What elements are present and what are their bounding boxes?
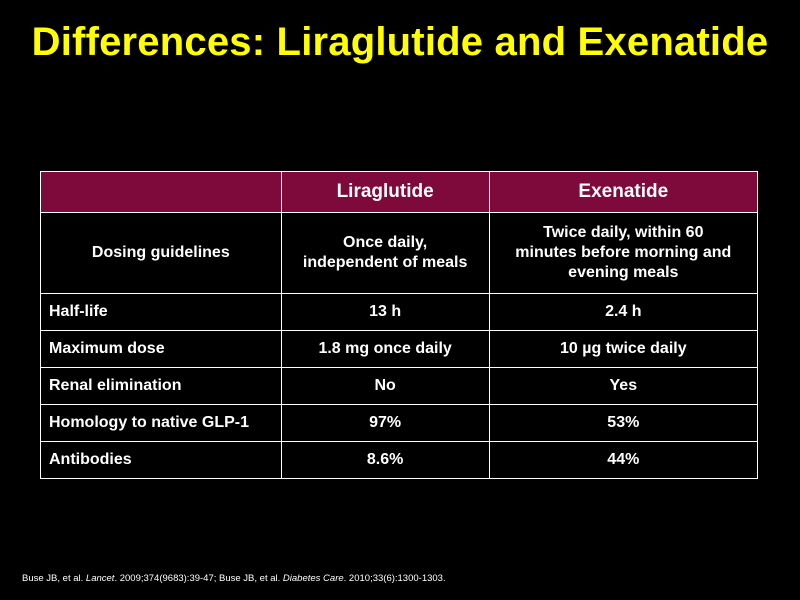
header-empty-cell: [40, 171, 282, 213]
cell-liraglutide-homology: 97%: [280, 404, 490, 442]
table-row-antibodies: Antibodies 8.6% 44%: [40, 441, 759, 479]
citation-journal-diabetes-care: Diabetes Care: [282, 573, 344, 584]
row-label-renal-elimination: Renal elimination: [40, 367, 282, 405]
cell-exenatide-dosing-line1: Twice daily, within 60: [543, 224, 704, 241]
cell-liraglutide-antibodies: 8.6%: [280, 441, 490, 479]
cell-exenatide-maximum-dose: 10 µg twice daily: [488, 330, 759, 368]
cell-exenatide-dosing: Twice daily, within 60 minutes before mo…: [488, 212, 759, 294]
table-header-row: Liraglutide Exenatide: [40, 171, 759, 213]
cell-liraglutide-dosing-line2: independent of meals: [302, 254, 468, 271]
cell-exenatide-antibodies: 44%: [488, 441, 759, 479]
cell-liraglutide-half-life: 13 h: [280, 293, 490, 331]
citation: Buse JB, et al. Lancet. 2009;374(9683):3…: [22, 573, 446, 584]
citation-journal-lancet: Lancet: [85, 573, 115, 584]
cell-exenatide-homology: 53%: [488, 404, 759, 442]
table-row-renal-elimination: Renal elimination No Yes: [40, 367, 759, 405]
row-label-half-life: Half-life: [40, 293, 282, 331]
table-row-dosing-guidelines: Dosing guidelines Once daily, independen…: [40, 212, 759, 294]
row-label-homology: Homology to native GLP-1: [40, 404, 282, 442]
cell-exenatide-dosing-line3: evening meals: [568, 264, 679, 281]
citation-part1: Buse JB, et al.: [22, 573, 86, 584]
table-row-maximum-dose: Maximum dose 1.8 mg once daily 10 µg twi…: [40, 330, 759, 368]
row-label-antibodies: Antibodies: [40, 441, 282, 479]
table-row-homology: Homology to native GLP-1 97% 53%: [40, 404, 759, 442]
header-exenatide: Exenatide: [488, 171, 759, 213]
citation-part2: . 2009;374(9683):39-47; Buse JB, et al.: [114, 573, 283, 584]
slide-title: Differences: Liraglutide and Exenatide: [31, 20, 769, 64]
table-row-half-life: Half-life 13 h 2.4 h: [40, 293, 759, 331]
cell-liraglutide-renal-elimination: No: [280, 367, 490, 405]
cell-exenatide-renal-elimination: Yes: [488, 367, 759, 405]
cell-liraglutide-maximum-dose: 1.8 mg once daily: [280, 330, 490, 368]
row-label-dosing-guidelines: Dosing guidelines: [40, 212, 282, 294]
header-liraglutide: Liraglutide: [280, 171, 490, 213]
cell-exenatide-half-life: 2.4 h: [488, 293, 759, 331]
row-label-maximum-dose: Maximum dose: [40, 330, 282, 368]
cell-exenatide-dosing-line2: minutes before morning and: [515, 244, 732, 261]
cell-liraglutide-dosing: Once daily, independent of meals: [280, 212, 490, 294]
cell-liraglutide-dosing-line1: Once daily,: [343, 234, 428, 251]
comparison-table: Liraglutide Exenatide Dosing guidelines …: [40, 171, 759, 479]
citation-part3: . 2010;33(6):1300-1303.: [343, 573, 446, 584]
